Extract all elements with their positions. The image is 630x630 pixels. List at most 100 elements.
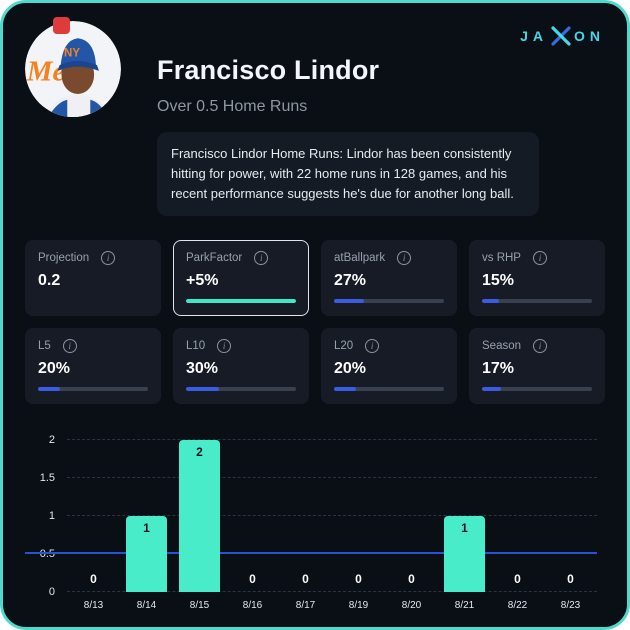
stat-label: atBallpark	[334, 252, 386, 265]
x-tick-label: 8/14	[136, 600, 157, 612]
progress-fill	[334, 387, 356, 392]
prop-subtitle: Over 0.5 Home Runs	[157, 98, 308, 115]
gridline	[67, 591, 597, 593]
chart-column: 2	[173, 440, 226, 593]
bar-value-label: 0	[408, 572, 415, 587]
chart-column: 0	[544, 440, 597, 592]
progress-track	[334, 387, 444, 392]
stat-value: +5%	[186, 272, 219, 290]
stat-label: Season	[482, 340, 522, 353]
stat-label: L5	[38, 340, 51, 353]
bar-value-label: 1	[143, 521, 150, 536]
chart-column: 0	[332, 440, 385, 592]
stats-grid: Projection 0.2 ParkFactor +5% atBallpark	[25, 240, 605, 405]
y-tick-label: 1	[48, 510, 55, 523]
bar-value-label: 1	[461, 521, 468, 536]
header-main: JA ON Francisco Lindor Over 0.5 Home Run…	[157, 21, 605, 217]
info-icon[interactable]	[533, 339, 548, 354]
chart-plot-area: 0 1 2 0 0 0 0 1 0 0	[25, 439, 597, 593]
progress-track	[186, 387, 296, 392]
info-icon[interactable]	[254, 251, 269, 266]
chart-column: 1	[438, 440, 491, 593]
stat-label: ParkFactor	[186, 252, 243, 265]
player-avatar: Mets NY	[25, 17, 121, 117]
progress-fill	[334, 299, 364, 304]
y-tick-label: 1.5	[39, 472, 55, 485]
stat-value: 27%	[334, 272, 367, 290]
progress-fill	[482, 387, 501, 392]
x-tick-label: 8/23	[560, 600, 581, 612]
bar-value-label: 0	[302, 572, 309, 587]
gridline	[67, 515, 597, 517]
bar-value-label: 0	[514, 572, 521, 587]
logo-text-suffix: ON	[574, 28, 605, 44]
stat-card-projection: Projection 0.2	[25, 240, 161, 317]
stat-value: 15%	[482, 272, 515, 290]
bar-value-label: 0	[355, 572, 362, 587]
info-icon[interactable]	[62, 339, 77, 354]
x-tick-label: 8/13	[83, 600, 104, 612]
stat-card-l10: L10 30%	[173, 328, 309, 405]
progress-fill	[186, 299, 296, 304]
chart-y-axis: 0 0.5 1 1.5 2	[25, 434, 67, 598]
home-runs-chart: 0 0.5 1 1.5 2 0 1 2 0 0 0 0 1 0 0 8/13 8/14 8/15 8/16 8/1…	[25, 434, 605, 611]
bar-value-label: 0	[249, 572, 256, 587]
chart-column: 0	[385, 440, 438, 592]
progress-track	[334, 299, 444, 304]
bar-value-label: 0	[567, 572, 574, 587]
x-tick-label: 8/16	[242, 600, 263, 612]
x-tick-label: 8/15	[189, 600, 210, 612]
stat-value: 17%	[482, 360, 515, 378]
insight-card: Francisco Lindor Home Runs: Lindor has b…	[157, 132, 539, 217]
stat-value: 30%	[186, 360, 219, 378]
gridline	[67, 477, 597, 479]
team-badge	[53, 17, 70, 34]
svg-text:NY: NY	[64, 48, 80, 60]
chart-column: 0	[491, 440, 544, 592]
stat-label: vs RHP	[482, 252, 521, 265]
chart-column: 0	[226, 440, 279, 592]
chart-bar[interactable]: 1	[126, 516, 167, 593]
info-icon[interactable]	[101, 251, 116, 266]
stat-card-vs-rhp: vs RHP 15%	[469, 240, 605, 317]
stat-card-atballpark: atBallpark 27%	[321, 240, 457, 317]
x-tick-label: 8/17	[295, 600, 316, 612]
logo-text-prefix: JA	[520, 28, 548, 44]
x-tick-label: 8/20	[401, 600, 422, 612]
player-avatar-image: Mets NY	[25, 21, 121, 117]
jaxon-logo: JA ON	[520, 24, 605, 48]
gridline	[67, 439, 597, 441]
bar-value-label: 0	[90, 572, 97, 587]
stat-card-parkfactor: ParkFactor +5%	[173, 240, 309, 317]
chart-x-axis: 8/13 8/14 8/15 8/16 8/17 8/19 8/20 8/21 8/22 8/23	[67, 600, 597, 611]
x-tick-label: 8/19	[348, 600, 369, 612]
info-icon[interactable]	[397, 251, 412, 266]
stat-value: 0.2	[38, 272, 61, 290]
header: Mets NY JA	[25, 17, 605, 217]
chart-column: 0	[279, 440, 332, 592]
stat-value: 20%	[334, 360, 367, 378]
progress-fill	[186, 387, 219, 392]
progress-fill	[482, 299, 499, 304]
stat-value: 20%	[38, 360, 71, 378]
progress-track	[482, 299, 592, 304]
stat-card-l5: L5 20%	[25, 328, 161, 405]
stat-label: Projection	[38, 252, 90, 265]
chart-bar[interactable]: 2	[179, 440, 220, 593]
chart-column: 1	[120, 440, 173, 593]
progress-fill	[38, 387, 60, 392]
prop-line	[25, 552, 597, 555]
insight-text: Francisco Lindor Home Runs: Lindor has b…	[171, 146, 514, 202]
progress-track	[186, 299, 296, 304]
logo-x-icon	[551, 26, 571, 46]
chart-bar[interactable]: 1	[444, 516, 485, 593]
y-tick-label: 0.5	[39, 548, 55, 561]
y-tick-label: 2	[48, 434, 55, 447]
chart-column: 0	[67, 440, 120, 592]
info-icon[interactable]	[365, 339, 380, 354]
stat-label: L20	[334, 340, 354, 353]
stat-card-l20: L20 20%	[321, 328, 457, 405]
info-icon[interactable]	[217, 339, 232, 354]
info-icon[interactable]	[532, 251, 547, 266]
